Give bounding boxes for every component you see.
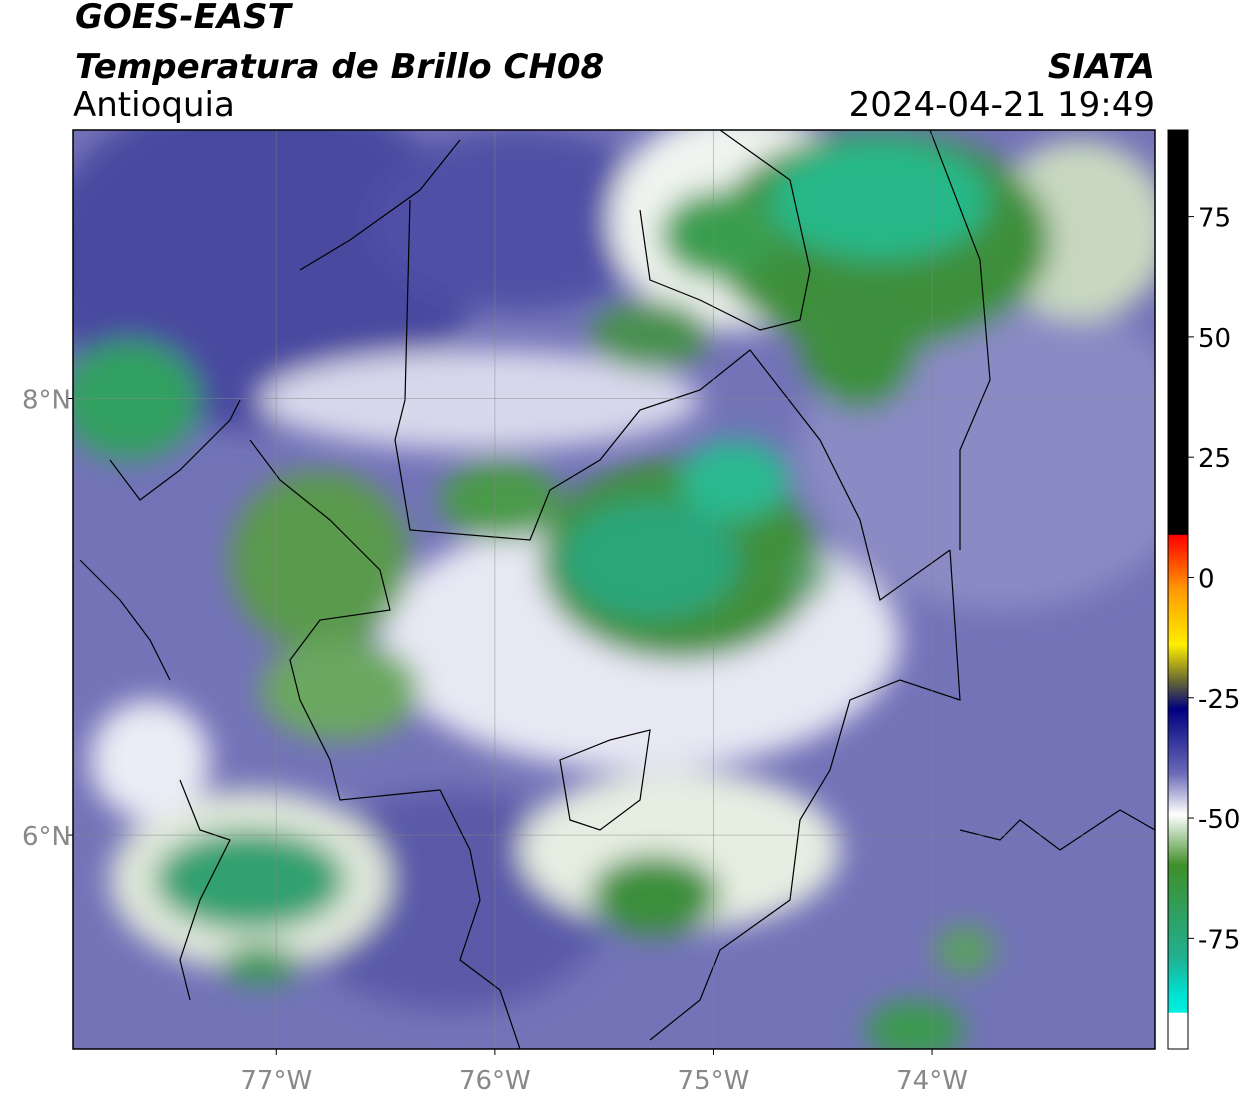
lon-tick-label: 76°W xyxy=(459,1066,531,1096)
colorbar-tick-label: -75 xyxy=(1198,925,1240,955)
lat-tick-label: 6°N xyxy=(22,822,71,852)
lat-tick-label: 8°N xyxy=(22,385,71,415)
map-frame xyxy=(72,129,1156,1050)
region: Antioquia xyxy=(73,85,235,125)
agency: SIATA xyxy=(1048,47,1155,87)
datetime: 2024-04-21 19:49 xyxy=(849,85,1155,125)
colorbar-tick-label: 0 xyxy=(1198,564,1215,594)
lon-tick-label: 77°W xyxy=(240,1066,312,1096)
colorbar-tick-label: 75 xyxy=(1198,204,1231,234)
colorbar-tick-label: -25 xyxy=(1198,685,1240,715)
source: GOES-EAST xyxy=(75,0,294,37)
lon-tick-label: 74°W xyxy=(896,1066,968,1096)
colorbar-tick-label: 50 xyxy=(1198,324,1231,354)
title: Temperatura de Brillo CH08 xyxy=(75,47,604,87)
imagery xyxy=(73,130,1155,1049)
lon-tick-label: 75°W xyxy=(678,1066,750,1096)
colorbar-tick-label: -50 xyxy=(1198,805,1240,835)
borders xyxy=(79,130,1155,1049)
colorbar xyxy=(1167,129,1189,1050)
graticule xyxy=(73,130,1155,1049)
colorbar-tick-label: 25 xyxy=(1198,444,1231,474)
